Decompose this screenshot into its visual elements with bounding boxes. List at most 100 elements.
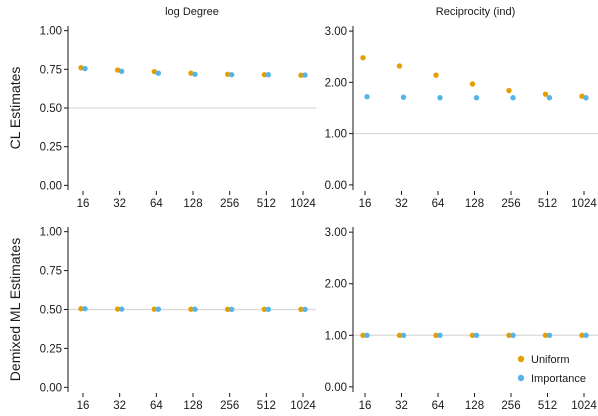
bottom-right-x-tick-label: 256 <box>501 400 520 412</box>
top-left-importance-point <box>155 70 162 76</box>
bottom-right-y-tick-label: 2.00 <box>325 279 347 291</box>
legend-importance-marker <box>517 374 525 382</box>
bottom-left-importance-point <box>118 306 125 312</box>
top-left-importance-point <box>192 71 198 77</box>
top-left-row-label: CL Estimates <box>7 67 23 150</box>
top-right-x-tick-label: 32 <box>395 198 408 210</box>
top-right-strip-title: Reciprocity (ind) <box>436 6 515 18</box>
top-right-uniform-point <box>360 55 366 61</box>
top-left-importance-point <box>228 72 235 78</box>
bottom-right-y-tick-label: 0.00 <box>325 382 347 394</box>
bottom-right-y-tick-label: 3.00 <box>325 227 347 239</box>
top-right-importance-point <box>546 95 553 101</box>
bottom-right-x-tick-label: 128 <box>465 400 484 412</box>
top-right-y-tick-label: 3.00 <box>325 26 347 38</box>
bottom-right-x-tick-label: 1024 <box>571 400 597 412</box>
bottom-right-importance-point <box>437 332 443 338</box>
bottom-right-y-tick-label: 1.00 <box>325 330 347 342</box>
top-left-x-tick-label: 32 <box>113 198 126 210</box>
top-left-importance-point <box>265 72 272 78</box>
top-right-importance-point <box>510 95 516 101</box>
top-right-importance-point <box>437 95 443 101</box>
bottom-left-uniform-point <box>298 306 304 313</box>
bottom-left-uniform-point <box>78 306 84 312</box>
top-left-x-tick-label: 16 <box>77 198 90 210</box>
top-right-x-tick-label: 64 <box>432 198 445 210</box>
bottom-right-x-tick-label: 32 <box>395 400 408 412</box>
legend-uniform-label: Uniform <box>531 354 570 366</box>
top-right-importance-point <box>473 95 480 101</box>
top-right-x-tick-label: 128 <box>465 198 484 210</box>
top-right-importance-point <box>583 95 589 101</box>
top-right-uniform-point <box>469 81 476 87</box>
top-right-importance-point <box>364 94 370 100</box>
top-left-y-tick-label: 0.25 <box>40 142 62 154</box>
top-left-x-tick-label: 128 <box>183 198 202 210</box>
top-right-y-tick-label: 2.00 <box>325 77 347 89</box>
top-right-x-tick-label: 512 <box>538 198 557 210</box>
top-right-y-tick-label: 1.00 <box>325 129 347 141</box>
bottom-right-x-tick-label: 16 <box>359 400 372 412</box>
bottom-left-row-label: Demixed ML Estimates <box>7 238 23 381</box>
top-left-strip-title: log Degree <box>165 6 219 18</box>
top-left-uniform-point <box>78 65 84 71</box>
bottom-left-x-tick-label: 16 <box>77 400 90 412</box>
bottom-right-uniform-point <box>579 332 585 338</box>
top-right-uniform-point <box>506 87 512 94</box>
bottom-left-y-tick-label: 0.50 <box>40 305 62 317</box>
legend-importance-label: Importance <box>531 373 586 385</box>
top-left-y-tick-label: 1.00 <box>40 26 62 38</box>
bottom-left-y-tick-label: 0.75 <box>40 266 62 278</box>
bottom-left-x-tick-label: 512 <box>257 400 276 412</box>
top-left-x-tick-label: 256 <box>220 198 239 210</box>
bottom-left-importance-point <box>302 306 308 313</box>
top-left-x-tick-label: 1024 <box>290 198 316 210</box>
bottom-left-x-tick-label: 32 <box>113 400 126 412</box>
bottom-left-importance-point <box>155 306 162 312</box>
top-left-importance-point <box>82 65 88 72</box>
bottom-left-uniform-point <box>114 306 121 312</box>
top-right-uniform-point <box>396 63 403 69</box>
top-right-x-tick-label: 256 <box>501 198 520 210</box>
bottom-right-importance-point <box>473 332 480 338</box>
top-right-uniform-point <box>433 72 439 78</box>
top-left-uniform-point <box>298 72 304 78</box>
top-right-importance-point <box>400 94 407 100</box>
top-right-uniform-point <box>542 91 549 97</box>
bottom-left-importance-point <box>192 306 198 312</box>
top-left-importance-point <box>302 72 308 78</box>
top-left-y-tick-label: 0.00 <box>40 180 62 192</box>
bottom-left-y-tick-label: 1.00 <box>40 227 62 239</box>
bottom-left-x-tick-label: 128 <box>183 400 202 412</box>
bottom-right-uniform-point <box>506 332 512 338</box>
bottom-left-x-tick-label: 64 <box>150 400 163 412</box>
bottom-left-uniform-point <box>151 306 158 312</box>
bottom-right-x-tick-label: 512 <box>538 400 557 412</box>
top-right-x-tick-label: 1024 <box>571 198 597 210</box>
top-left-y-tick-label: 0.50 <box>40 103 62 115</box>
bottom-right-importance-point <box>510 332 516 338</box>
bottom-left-x-tick-label: 256 <box>220 400 239 412</box>
top-left-y-tick-label: 0.75 <box>40 64 62 76</box>
top-left-uniform-point <box>224 71 231 77</box>
bottom-right-importance-point <box>400 332 407 338</box>
top-right-x-tick-label: 16 <box>359 198 372 210</box>
bottom-left-uniform-point <box>224 306 231 313</box>
bottom-right-uniform-point <box>360 332 366 338</box>
bottom-right-importance-point <box>583 332 589 338</box>
bottom-left-importance-point <box>228 306 235 313</box>
bottom-left-importance-point <box>265 306 272 313</box>
bottom-left-y-tick-label: 0.25 <box>40 343 62 355</box>
top-left-x-tick-label: 512 <box>257 198 276 210</box>
bottom-right-uniform-point <box>542 332 549 338</box>
bottom-right-importance-point <box>546 332 553 338</box>
bottom-left-y-tick-label: 0.00 <box>40 382 62 394</box>
bottom-left-x-tick-label: 1024 <box>290 400 316 412</box>
bottom-right-x-tick-label: 64 <box>432 400 445 412</box>
bottom-right-uniform-point <box>433 332 439 338</box>
bottom-right-uniform-point <box>469 332 476 338</box>
bottom-left-uniform-point <box>261 306 268 313</box>
top-right-y-tick-label: 0.00 <box>325 180 347 192</box>
legend-uniform-marker <box>517 355 525 363</box>
